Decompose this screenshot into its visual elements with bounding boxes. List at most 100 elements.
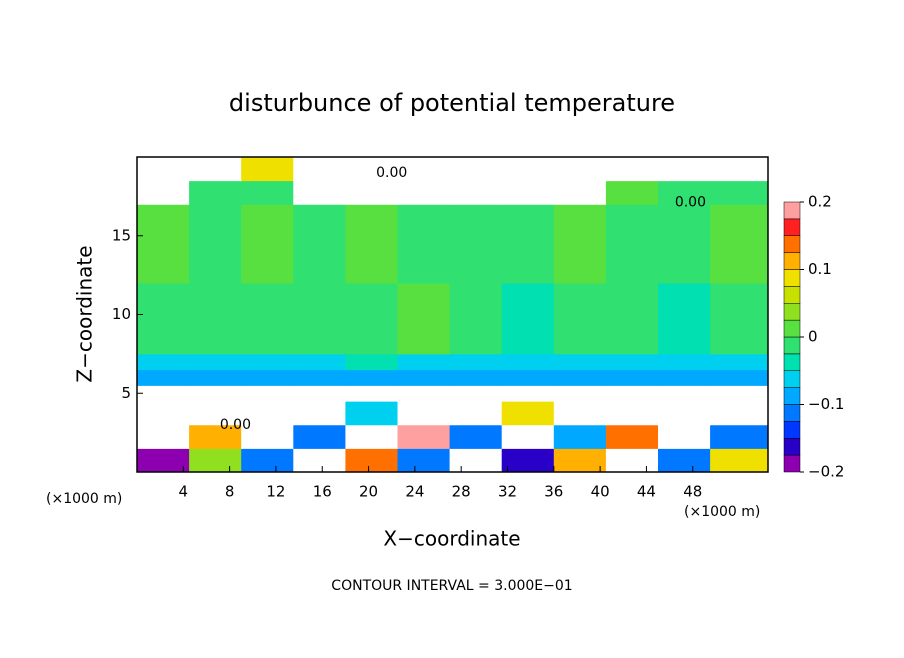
field-cell	[710, 204, 769, 284]
field-cell	[501, 369, 555, 386]
field-cell	[241, 157, 294, 182]
colorbar-segment	[783, 252, 801, 270]
contour-label: 0.00	[220, 417, 251, 433]
field-cell	[553, 401, 607, 426]
field-cell	[658, 157, 711, 182]
field-cell	[241, 448, 294, 473]
field-cell	[605, 448, 659, 473]
field-cell	[137, 448, 190, 473]
field-cell	[189, 385, 242, 402]
chart-title: disturbunce of potential temperature	[229, 89, 675, 117]
field-cell	[449, 385, 503, 402]
colorbar-tick-label: 0.1	[808, 260, 832, 278]
field-cell	[345, 369, 399, 386]
field-cell	[345, 401, 399, 426]
field-cell	[658, 283, 711, 355]
field-cell	[189, 401, 242, 426]
field-cell	[137, 157, 190, 182]
field-cell	[710, 157, 769, 182]
field-cell	[241, 369, 294, 386]
field-cell	[501, 401, 555, 426]
x-tick-label: 16	[313, 483, 332, 501]
field-cell	[137, 353, 190, 371]
field-cell	[345, 353, 399, 371]
overlay: 0.000.000.004 8 12 16 20 24 28 32 36 40 44 4851015−…	[112, 156, 844, 501]
field-cell	[553, 369, 607, 386]
field-cell	[553, 157, 607, 182]
field-cell	[397, 204, 451, 284]
field-cell	[605, 204, 659, 284]
field-cell	[293, 204, 346, 284]
field-cell	[553, 283, 607, 355]
field-cell	[397, 385, 451, 402]
field-cell	[501, 283, 555, 355]
field-cell	[501, 385, 555, 402]
contour-label: 0.00	[675, 195, 706, 211]
field-cell	[397, 448, 451, 473]
x-axis-title: X−coordinate	[383, 527, 520, 551]
field-cell	[501, 157, 555, 182]
field-cell	[345, 385, 399, 402]
field-cell	[345, 180, 399, 205]
x-tick-label: 12	[266, 483, 285, 501]
contour-interval-note: CONTOUR INTERVAL = 3.000E−01	[331, 578, 572, 594]
field-cell	[553, 424, 607, 449]
field-cell	[397, 353, 451, 371]
field-cell	[449, 283, 503, 355]
field-cell	[397, 424, 451, 449]
field-cell	[553, 448, 607, 473]
colorbar-segment	[783, 370, 801, 388]
colorbar-segment	[783, 201, 801, 220]
field-cell	[397, 401, 451, 426]
colorbar-segment	[783, 353, 801, 371]
field-cell	[553, 385, 607, 402]
field-cell	[710, 401, 769, 426]
field-cell	[293, 401, 346, 426]
field-cell	[449, 180, 503, 205]
x-tick-label: 8	[225, 483, 235, 501]
x-tick-label: 32	[498, 483, 517, 501]
field-cell	[710, 369, 769, 386]
field-cell	[605, 401, 659, 426]
field-cell	[397, 369, 451, 386]
field-cell	[605, 424, 659, 449]
field-cell	[449, 353, 503, 371]
field-cell	[293, 448, 346, 473]
field-cell	[189, 424, 242, 449]
field-cell	[397, 157, 451, 182]
field-cell	[241, 283, 294, 355]
field-cell	[449, 424, 503, 449]
field-cell	[293, 424, 346, 449]
field-cell	[293, 157, 346, 182]
field-cell	[293, 180, 346, 205]
x-tick-label: 24	[405, 483, 424, 501]
y-tick-label: 15	[112, 226, 131, 244]
field-cell	[710, 353, 769, 371]
colorbar-segment	[783, 218, 801, 236]
field-cell	[189, 369, 242, 386]
colorbar-tick-label: 0.2	[808, 193, 832, 211]
field-cell	[137, 369, 190, 386]
colorbar-segment	[783, 235, 801, 253]
field	[137, 157, 769, 473]
colorbar-segment	[783, 404, 801, 422]
x-unit: (×1000 m)	[684, 504, 760, 520]
colorbar-segment	[783, 319, 801, 338]
colorbar-segment	[783, 336, 801, 355]
field-cell	[137, 204, 190, 284]
contour-label: 0.00	[376, 165, 407, 181]
field-cell	[553, 353, 607, 371]
x-tick-label: 44	[637, 483, 656, 501]
field-cell	[397, 283, 451, 355]
field-cell	[658, 385, 711, 402]
field-cell	[345, 204, 399, 284]
x-tick-label: 40	[591, 483, 610, 501]
field-cell	[189, 353, 242, 371]
field-cell	[345, 283, 399, 355]
field-cell	[710, 448, 769, 473]
field-cell	[658, 424, 711, 449]
field-cell	[293, 369, 346, 386]
field-cell	[658, 204, 711, 284]
field-cell	[658, 353, 711, 371]
field-cell	[501, 353, 555, 371]
